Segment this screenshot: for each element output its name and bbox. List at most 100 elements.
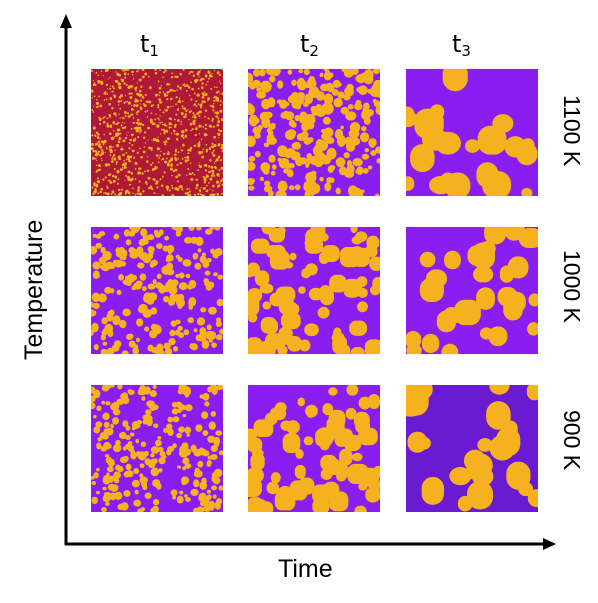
micrograph-900k-t3 (406, 385, 538, 512)
precipitate (169, 329, 176, 337)
precipitate (139, 131, 141, 134)
precipitate (141, 123, 145, 126)
precipitate (159, 109, 162, 111)
precipitate (321, 128, 326, 134)
precipitate (161, 128, 163, 131)
precipitate (133, 157, 135, 159)
precipitate (152, 499, 160, 506)
precipitate (159, 69, 161, 72)
precipitate (115, 71, 117, 73)
precipitate (367, 165, 373, 170)
precipitate (205, 150, 208, 153)
precipitate (217, 132, 221, 136)
precipitate (203, 181, 206, 184)
precipitate (97, 74, 99, 77)
precipitate (129, 155, 133, 159)
precipitate (170, 163, 173, 166)
precipitate (488, 326, 508, 347)
precipitate (168, 126, 171, 129)
precipitate (106, 87, 108, 90)
precipitate (125, 425, 131, 431)
precipitate (135, 86, 138, 89)
precipitate (219, 328, 223, 335)
precipitate (213, 86, 216, 88)
precipitate (322, 403, 334, 416)
precipitate (220, 166, 223, 170)
precipitate (152, 104, 155, 106)
precipitate (201, 194, 205, 196)
precipitate (140, 85, 143, 89)
precipitate (421, 333, 440, 354)
precipitate (127, 101, 131, 105)
precipitate (124, 125, 127, 129)
precipitate (202, 430, 209, 437)
precipitate (102, 143, 105, 146)
precipitate (161, 265, 171, 275)
precipitate (105, 427, 114, 436)
precipitate (113, 112, 117, 116)
precipitate (355, 231, 368, 242)
precipitate (361, 153, 370, 160)
precipitate (104, 286, 112, 294)
precipitate (202, 500, 209, 506)
precipitate (138, 147, 141, 150)
precipitate (95, 184, 99, 188)
precipitate (173, 125, 177, 128)
precipitate (188, 227, 195, 231)
precipitate (162, 175, 164, 178)
precipitate (156, 125, 160, 128)
precipitate (97, 82, 99, 84)
precipitate (275, 286, 296, 303)
precipitate (211, 117, 214, 121)
precipitate (126, 273, 136, 283)
precipitate (218, 450, 223, 456)
precipitate (151, 122, 155, 126)
precipitate (171, 194, 175, 196)
precipitate (117, 100, 121, 103)
precipitate (192, 112, 195, 115)
precipitate (194, 134, 198, 137)
precipitate (263, 180, 271, 187)
precipitate (198, 110, 203, 114)
precipitate (156, 186, 159, 189)
precipitate (187, 108, 189, 111)
precipitate (208, 182, 210, 184)
precipitate (100, 70, 103, 73)
precipitate (204, 115, 206, 118)
precipitate (118, 95, 122, 99)
precipitate (165, 109, 168, 112)
precipitate (219, 109, 223, 113)
precipitate (101, 151, 105, 155)
precipitate (184, 426, 192, 434)
precipitate (147, 234, 155, 241)
precipitate (218, 136, 220, 139)
precipitate (123, 164, 127, 167)
precipitate (316, 427, 335, 444)
precipitate (124, 136, 128, 139)
precipitate (203, 91, 206, 94)
precipitate (103, 133, 105, 136)
precipitate (218, 80, 221, 82)
precipitate (135, 163, 137, 165)
precipitate (164, 143, 167, 146)
precipitate (187, 159, 190, 161)
precipitate (215, 430, 223, 436)
precipitate (358, 482, 368, 491)
precipitate (111, 90, 114, 93)
precipitate (356, 73, 366, 84)
precipitate (92, 261, 101, 270)
precipitate (190, 98, 193, 101)
precipitate (178, 282, 188, 291)
precipitate (163, 123, 167, 127)
precipitate (94, 150, 98, 153)
precipitate (275, 190, 287, 196)
precipitate (263, 142, 270, 148)
precipitate (127, 191, 131, 195)
precipitate (201, 102, 203, 104)
precipitate (207, 99, 209, 102)
precipitate (212, 109, 215, 112)
precipitate (123, 489, 131, 497)
precipitate (109, 181, 113, 184)
precipitate (213, 437, 221, 445)
precipitate (161, 121, 163, 123)
